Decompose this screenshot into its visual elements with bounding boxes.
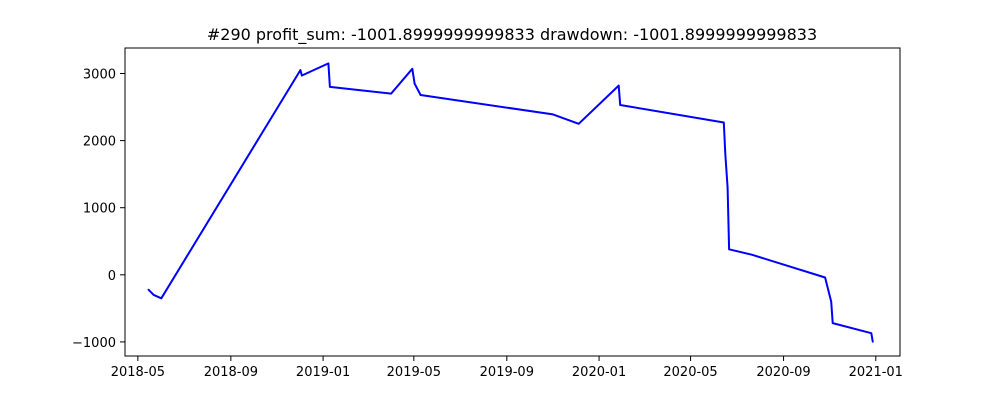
x-axis: 2018-05 2018-09 2019-01 2019-05 2019-09 2020-… — [111, 356, 903, 380]
data-point — [299, 69, 302, 71]
series-points — [147, 62, 874, 343]
x-tick-label: 2020-01 — [572, 365, 626, 380]
x-tick-label: 2019-09 — [480, 365, 534, 380]
y-tick-label: −1000 — [72, 336, 116, 351]
data-point — [301, 74, 303, 77]
data-point — [830, 300, 832, 303]
x-tick-label: 2018-05 — [111, 365, 165, 380]
data-point — [728, 248, 730, 251]
data-point — [329, 86, 331, 88]
data-point — [724, 153, 727, 155]
y-tick-label: 2000 — [83, 135, 116, 150]
data-point — [552, 113, 554, 116]
chart-title: #290 profit_sum: -1001.8999999999833 dra… — [207, 25, 817, 45]
y-axis: −1000 0 1000 2000 3000 — [72, 67, 125, 351]
data-point — [413, 82, 416, 85]
x-tick-label: 2020-09 — [756, 365, 810, 380]
plot-frame — [124, 47, 901, 357]
data-point — [411, 68, 414, 70]
x-tick-label: 2019-05 — [387, 365, 441, 380]
x-tick-label: 2019-01 — [296, 365, 350, 380]
data-point — [619, 104, 621, 106]
data-point — [726, 186, 729, 189]
data-point — [831, 322, 834, 324]
data-point — [419, 94, 422, 96]
data-point — [751, 253, 753, 256]
data-point — [870, 332, 873, 335]
data-point — [723, 121, 725, 124]
x-tick-label: 2018-09 — [204, 365, 258, 380]
data-point — [824, 276, 826, 279]
y-tick-label: 3000 — [83, 67, 116, 82]
data-point — [617, 84, 620, 87]
data-point — [577, 123, 580, 125]
y-tick-label: 0 — [108, 269, 116, 284]
data-point — [390, 92, 392, 95]
series-line — [147, 62, 874, 343]
data-point — [147, 288, 150, 291]
y-tick-label: 1000 — [83, 202, 116, 217]
data-point — [152, 294, 155, 296]
data-point — [327, 62, 330, 65]
x-tick-label: 2021-01 — [849, 365, 903, 380]
data-point — [160, 297, 163, 300]
x-tick-label: 2020-05 — [663, 365, 717, 380]
data-point — [872, 341, 874, 343]
